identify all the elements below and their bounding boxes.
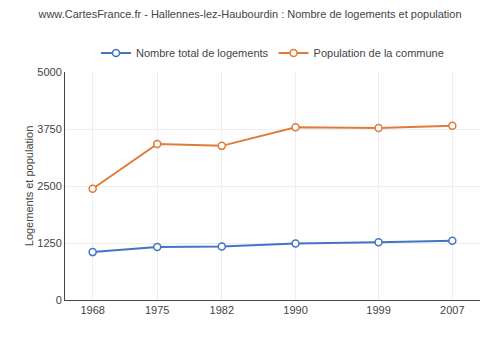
- svg-text:2500: 2500: [37, 180, 61, 192]
- svg-text:1982: 1982: [210, 304, 234, 316]
- svg-text:5000: 5000: [37, 66, 61, 78]
- svg-text:www.CartesFrance.fr - Hallenne: www.CartesFrance.fr - Hallennes-lez-Haub…: [37, 8, 461, 20]
- svg-text:Logements et population: Logements et population: [23, 126, 35, 246]
- svg-text:Nombre total de logements: Nombre total de logements: [136, 47, 269, 59]
- svg-text:1975: 1975: [145, 304, 169, 316]
- svg-text:1990: 1990: [283, 304, 307, 316]
- svg-text:Population de la commune: Population de la commune: [314, 47, 444, 59]
- svg-text:2007: 2007: [440, 304, 464, 316]
- svg-text:1250: 1250: [37, 237, 61, 249]
- svg-text:1999: 1999: [366, 304, 390, 316]
- svg-text:0: 0: [56, 294, 62, 306]
- svg-text:3750: 3750: [37, 123, 61, 135]
- svg-text:1968: 1968: [80, 304, 104, 316]
